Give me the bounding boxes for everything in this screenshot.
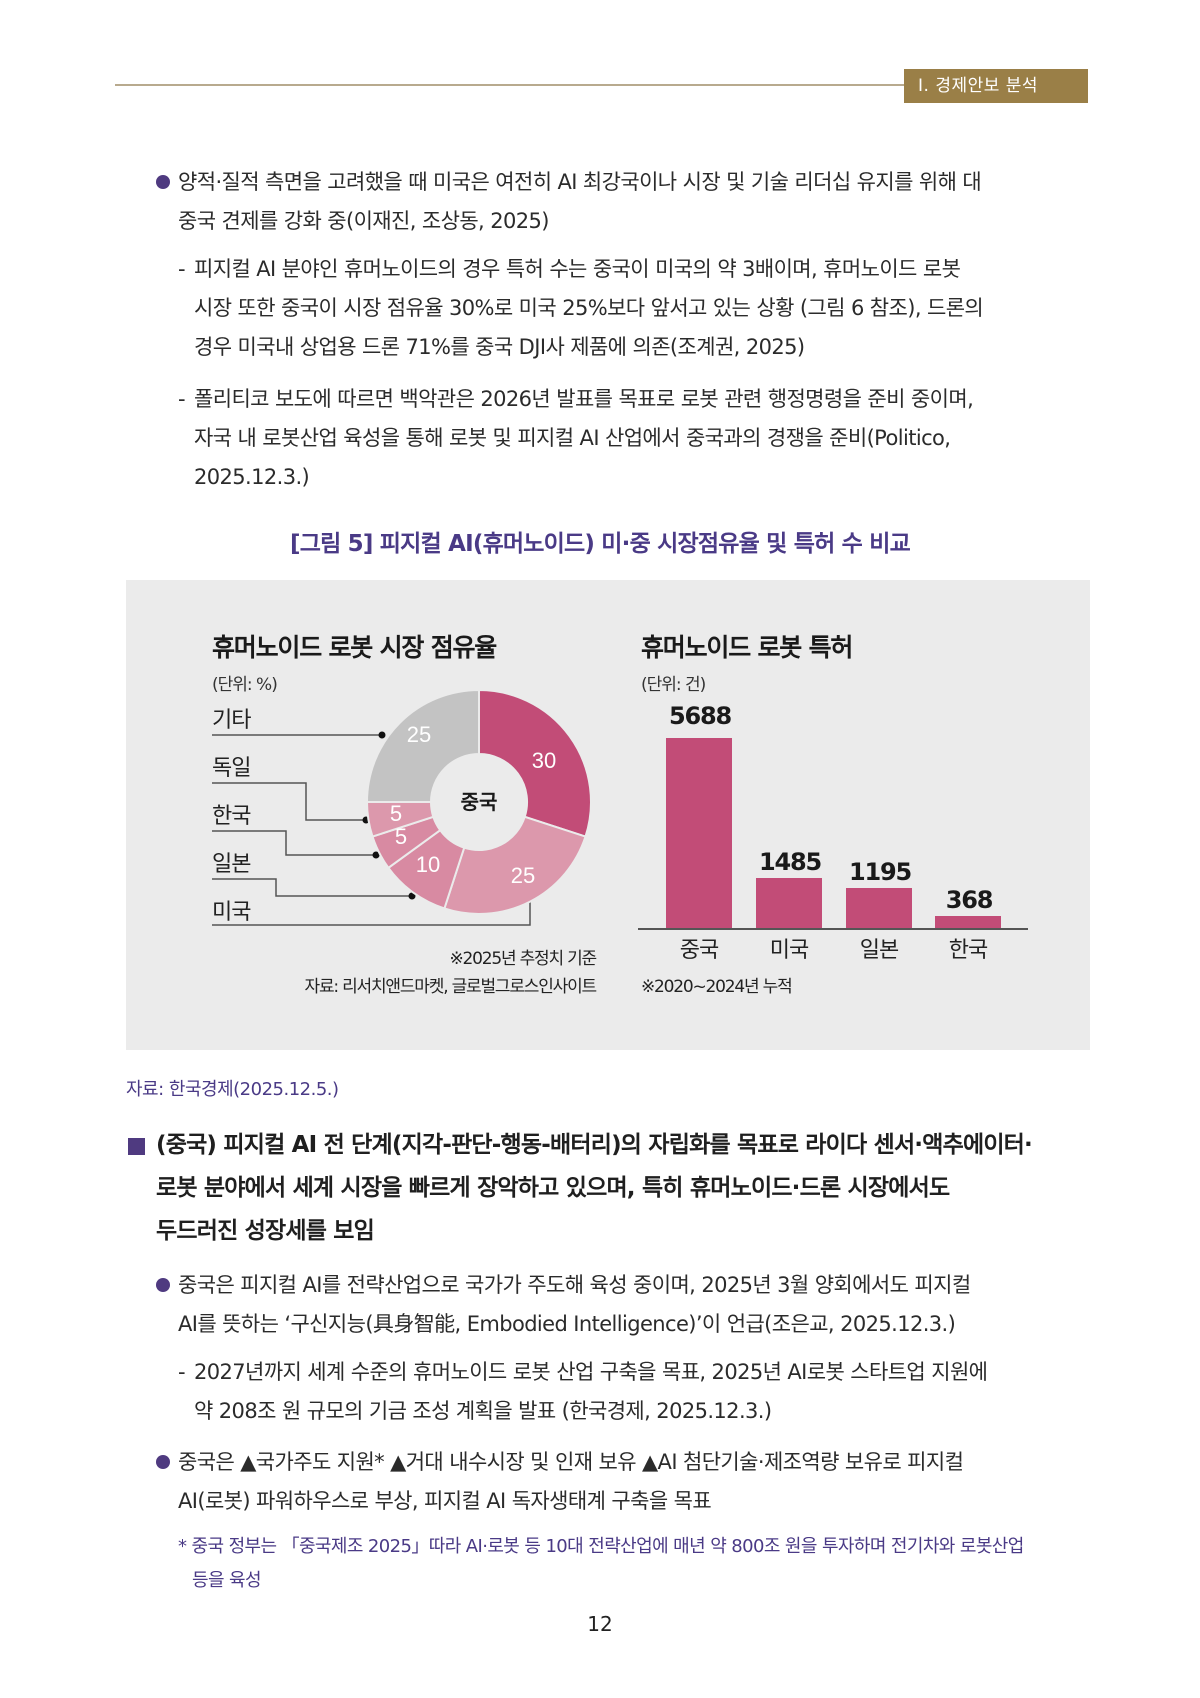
bar-note-period: ※2020~2024년 누적 xyxy=(641,977,793,997)
donut-note-basis: ※2025년 추정치 기준 xyxy=(449,949,597,969)
text-line: * 중국 정부는 「중국제조 2025」따라 AI·로봇 등 10대 전략산업에… xyxy=(178,1536,1024,1557)
bullet-paragraph-1: 양적·질적 측면을 고려했을 때 미국은 여전히 AI 최강국이나 시장 및 기… xyxy=(178,163,1098,241)
text-line: 시장 또한 중국이 시장 점유율 30%로 미국 25%보다 앞서고 있는 상황… xyxy=(194,296,984,320)
bar-korea xyxy=(935,916,1001,928)
donut-note-source: 자료: 리서치앤드마켓, 글로벌그로스인사이트 xyxy=(304,977,598,997)
bar-value-usa: 1485 xyxy=(759,848,822,876)
text-line: AI(로봇) 파워하우스로 부상, 피지컬 AI 독자생태계 구축을 목표 xyxy=(178,1489,712,1513)
text-line: 등을 육성 xyxy=(192,1570,262,1591)
slice-value-usa: 25 xyxy=(511,863,535,888)
bullet-paragraph-2: 중국은 피지컬 AI를 전략산업으로 국가가 주도해 육성 중이며, 2025년… xyxy=(178,1266,1098,1344)
text-line: 자국 내 로봇산업 육성을 통해 로봇 및 피지컬 AI 산업에서 중국과의 경… xyxy=(194,426,951,450)
legend-label-korea: 한국 xyxy=(212,804,251,829)
legend-label-germany: 독일 xyxy=(212,756,251,781)
donut-chart-title: 휴머노이드 로봇 시장 점유율 xyxy=(212,633,497,662)
bar-chart-unit: (단위: 건) xyxy=(641,675,706,695)
figure-panel: 휴머노이드 로봇 시장 점유율 (단위: %) 기타 독일 한국 일본 미국 xyxy=(126,580,1090,1050)
bar-category-korea: 한국 xyxy=(948,938,988,963)
section-tag: Ⅰ. 경제안보 분석 xyxy=(904,69,1088,103)
page-number: 12 xyxy=(587,1612,613,1636)
bullet-paragraph-3: 중국은 ▲국가주도 지원* ▲거대 내수시장 및 인재 보유 ▲AI 첨단기술·… xyxy=(178,1443,1098,1521)
slice-value-japan: 10 xyxy=(416,852,440,877)
slice-value-china: 30 xyxy=(532,748,556,773)
figure-source: 자료: 한국경제(2025.12.5.) xyxy=(126,1079,339,1100)
text-line: 두드러진 성장세를 보임 xyxy=(156,1218,375,1244)
text-line: 양적·질적 측면을 고려했을 때 미국은 여전히 AI 최강국이나 시장 및 기… xyxy=(178,170,982,194)
footnote: * 중국 정부는 「중국제조 2025」따라 AI·로봇 등 10대 전략산업에… xyxy=(178,1530,1100,1598)
text-line: 2027년까지 세계 수준의 휴머노이드 로봇 산업 구축을 목표, 2025년… xyxy=(194,1360,988,1384)
bullet-dot-icon xyxy=(156,175,170,189)
text-line: 2025.12.3.) xyxy=(194,465,310,489)
text-line: 중국은 피지컬 AI를 전략산업으로 국가가 주도해 육성 중이며, 2025년… xyxy=(178,1273,971,1297)
bar-usa xyxy=(756,878,822,928)
text-line: 약 208조 원 규모의 기금 조성 계획을 발표 (한국경제, 2025.12… xyxy=(194,1399,772,1423)
bullet-dot-icon xyxy=(156,1455,170,1469)
bar-axis-baseline xyxy=(638,928,1028,930)
slice-value-germany: 5 xyxy=(390,801,402,826)
legend-label-japan: 일본 xyxy=(212,852,251,877)
bar-chart-title: 휴머노이드 로봇 특허 xyxy=(641,633,853,662)
slice-value-korea: 5 xyxy=(395,824,407,849)
text-line: 로봇 분야에서 세계 시장을 빠르게 장악하고 있으며, 특히 휴머노이드·드론… xyxy=(156,1175,950,1201)
dash-marker: - xyxy=(178,387,186,411)
dash-marker: - xyxy=(178,257,186,281)
bar-china xyxy=(666,738,732,928)
text-line: AI를 뜻하는 ‘구신지능(具身智能, Embodied Intelligenc… xyxy=(178,1312,956,1336)
text-line: (중국) 피지컬 AI 전 단계(지각-판단-행동-배터리)의 자립화를 목표로… xyxy=(156,1132,1033,1158)
section-heading: (중국) 피지컬 AI 전 단계(지각-판단-행동-배터리)의 자립화를 목표로… xyxy=(156,1124,1100,1253)
slice-value-other: 25 xyxy=(407,722,431,747)
legend-label-other: 기타 xyxy=(212,708,251,733)
dash-paragraph-3: - 2027년까지 세계 수준의 휴머노이드 로봇 산업 구축을 목표, 202… xyxy=(178,1353,1098,1431)
figure-title: [그림 5] 피지컬 AI(휴머노이드) 미·중 시장점유율 및 특허 수 비교 xyxy=(290,531,911,557)
text-line: 폴리티코 보도에 따르면 백악관은 2026년 발표를 목표로 로봇 관련 행정… xyxy=(194,387,974,411)
square-bullet-icon xyxy=(128,1138,145,1155)
bullet-dot-icon xyxy=(156,1278,170,1292)
text-line: 중국은 ▲국가주도 지원* ▲거대 내수시장 및 인재 보유 ▲AI 첨단기술·… xyxy=(178,1450,964,1474)
header-rule xyxy=(115,84,905,86)
donut-chart: 30 25 10 5 5 25 중국 xyxy=(212,688,592,926)
dash-paragraph-1: - 피지컬 AI 분야인 휴머노이드의 경우 특허 수는 중국이 미국의 약 3… xyxy=(178,250,1098,367)
bar-category-japan: 일본 xyxy=(859,938,899,963)
text-line: 피지컬 AI 분야인 휴머노이드의 경우 특허 수는 중국이 미국의 약 3배이… xyxy=(194,257,961,281)
legend-label-usa: 미국 xyxy=(212,900,251,925)
text-line: 경우 미국내 상업용 드론 71%를 중국 DJI사 제품에 의존(조계권, 2… xyxy=(194,335,805,359)
donut-chart-unit: (단위: %) xyxy=(212,675,278,695)
bar-japan xyxy=(846,888,912,928)
dash-marker: - xyxy=(178,1360,186,1384)
bar-category-china: 중국 xyxy=(679,938,719,963)
donut-center-label: 중국 xyxy=(461,790,498,814)
bar-value-china: 5688 xyxy=(669,702,732,730)
text-line: 중국 견제를 강화 중(이재진, 조상동, 2025) xyxy=(178,209,549,233)
bar-value-japan: 1195 xyxy=(849,858,912,886)
dash-paragraph-2: - 폴리티코 보도에 따르면 백악관은 2026년 발표를 목표로 로봇 관련 … xyxy=(178,380,1098,497)
bar-value-korea: 368 xyxy=(945,886,994,914)
bar-category-usa: 미국 xyxy=(769,938,809,963)
